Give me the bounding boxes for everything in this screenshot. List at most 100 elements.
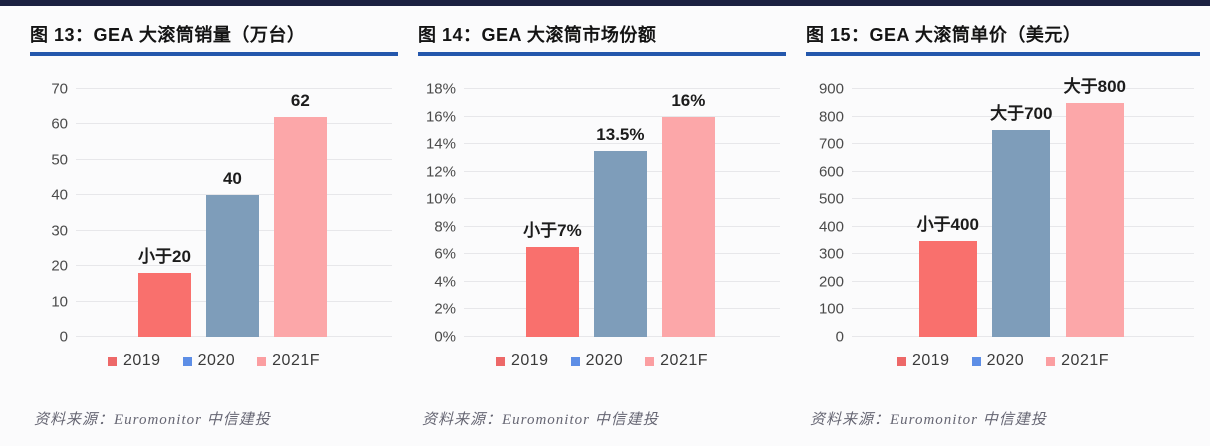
legend-label: 2019 [122, 352, 161, 369]
figure-14-legend: 2019 2020 2021F [418, 351, 786, 371]
y-axis-tick-label: 40 [51, 186, 68, 204]
gridline [76, 194, 392, 196]
figure-14-title: 图 14：GEA 大滚筒市场份额 [418, 25, 657, 45]
legend-item-2020: 2020 [570, 352, 624, 370]
figure-15-bar-chart: 0 100 200 300 400 500 600 700 800 900 小于400 大于700 大于… [819, 77, 1194, 345]
gridline [76, 158, 392, 160]
legend-swatch-2021F [1046, 356, 1056, 366]
figure-14-card: 图 14：GEA 大滚筒市场份额 0% 2% 4% 6% 8% 10% 12% 14% 16% 1… [418, 22, 786, 429]
legend-swatch-2020 [570, 356, 580, 366]
figure-15-card: 图 15：GEA 大滚筒单价（美元） 0 100 200 300 400 500 600 70… [806, 22, 1200, 429]
y-axis-tick-label: 50 [51, 151, 68, 169]
figure-15-title-underline [806, 52, 1200, 56]
y-axis-tick-label: 100 [818, 300, 844, 318]
y-axis-tick-label: 18% [425, 80, 456, 98]
bar-value-label-2021F: 大于800 [1063, 76, 1126, 96]
legend-label: 2019 [510, 352, 549, 369]
legend-label: 2020 [585, 352, 624, 369]
page-top-divider-bar [0, 0, 1210, 6]
figure-14-source-note: 资料来源：Euromonitor 中信建投 [422, 412, 659, 428]
figure-13-source-note: 资料来源：Euromonitor 中信建投 [34, 412, 271, 428]
legend-label: 2020 [197, 352, 236, 369]
bar-2020 [992, 130, 1051, 337]
bar-value-label-2020: 大于700 [990, 104, 1053, 124]
y-axis-tick-label: 30 [51, 222, 68, 240]
bar-2019 [137, 273, 192, 337]
y-axis-tick-label: 300 [818, 245, 844, 263]
bar-2021F [661, 116, 716, 337]
bar-2020 [593, 151, 648, 337]
bar-value-label-2019: 小于20 [138, 247, 191, 267]
bar-value-label-2019: 小于400 [916, 214, 979, 234]
figure-13-legend: 2019 2020 2021F [30, 351, 398, 371]
legend-item-2021F: 2021F [1046, 352, 1109, 370]
legend-item-2021F: 2021F [257, 352, 320, 370]
y-axis-tick-label: 0 [59, 328, 68, 346]
figure-14-bar-chart: 0% 2% 4% 6% 8% 10% 12% 14% 16% 18% 小于7% 13.5% 16% [426, 82, 780, 345]
y-axis-tick-label: 0 [835, 328, 844, 346]
y-axis-tick-label: 900 [818, 80, 844, 98]
gridline [464, 143, 780, 145]
y-axis-tick-label: 2% [434, 300, 456, 318]
legend-label: 2020 [986, 352, 1025, 369]
figure-15-legend: 2019 2020 2021F [806, 351, 1200, 371]
legend-swatch-2019 [107, 356, 117, 366]
legend-swatch-2020 [971, 356, 981, 366]
y-axis-tick-label: 500 [818, 190, 844, 208]
y-axis-tick-label: 600 [818, 163, 844, 181]
y-axis-tick-label: 4% [434, 273, 456, 291]
gridline [76, 88, 392, 89]
legend-swatch-2021F [257, 356, 267, 366]
y-axis-tick-label: 8% [434, 218, 456, 236]
legend-item-2021F: 2021F [645, 352, 708, 370]
y-axis-tick-label: 10 [51, 293, 68, 311]
bar-2021F [1065, 102, 1124, 337]
bar-value-label-2021F: 62 [290, 91, 310, 111]
bar-value-label-2020: 40 [222, 169, 242, 189]
figure-13-bar-chart: 0 10 20 30 40 50 60 70 小于20 40 62 [51, 82, 392, 345]
legend-swatch-2021F [645, 356, 655, 366]
legend-label: 2021F [1061, 352, 1110, 369]
legend-swatch-2020 [182, 356, 192, 366]
bar-value-label-2019: 小于7% [523, 221, 582, 241]
gridline [464, 88, 780, 89]
legend-swatch-2019 [495, 356, 505, 366]
gridline [464, 115, 780, 117]
y-axis-tick-label: 20 [51, 257, 68, 275]
y-axis-tick-label: 14% [425, 135, 456, 153]
bar-value-label-2021F: 16% [671, 90, 706, 110]
legend-item-2020: 2020 [182, 352, 236, 370]
y-axis-tick-label: 700 [818, 135, 844, 153]
legend-label: 2021F [272, 352, 321, 369]
figure-13-title-underline [30, 52, 398, 56]
legend-item-2020: 2020 [971, 352, 1025, 370]
figure-13-title: 图 13：GEA 大滚筒销量（万台） [30, 25, 306, 45]
bar-2019 [918, 240, 977, 337]
y-axis-tick-label: 60 [51, 115, 68, 133]
legend-swatch-2019 [896, 356, 906, 366]
y-axis-tick-label: 10% [425, 190, 456, 208]
legend-item-2019: 2019 [107, 352, 161, 370]
y-axis-tick-label: 200 [818, 273, 844, 291]
figure-15-title: 图 15：GEA 大滚筒单价（美元） [806, 25, 1082, 45]
legend-label: 2019 [911, 352, 950, 369]
bar-2019 [525, 247, 580, 337]
y-axis-tick-label: 800 [818, 108, 844, 126]
bar-2020 [205, 195, 260, 337]
bar-value-label-2020: 13.5% [596, 125, 645, 144]
gridline [852, 115, 1194, 117]
y-axis-tick-label: 6% [434, 245, 456, 263]
gridline [852, 88, 1194, 89]
gridline [76, 123, 392, 125]
legend-item-2019: 2019 [896, 352, 950, 370]
y-axis-tick-label: 12% [425, 163, 456, 181]
y-axis-tick-label: 400 [818, 218, 844, 236]
y-axis-tick-label: 16% [425, 108, 456, 126]
legend-item-2019: 2019 [495, 352, 549, 370]
figure-13-card: 图 13：GEA 大滚筒销量（万台） 0 10 20 30 40 50 60 70 小于20 40… [30, 22, 398, 429]
y-axis-tick-label: 70 [51, 80, 68, 98]
figure-15-source-note: 资料来源：Euromonitor 中信建投 [810, 412, 1047, 428]
figure-14-title-underline [418, 52, 786, 56]
y-axis-tick-label: 0% [434, 328, 456, 346]
